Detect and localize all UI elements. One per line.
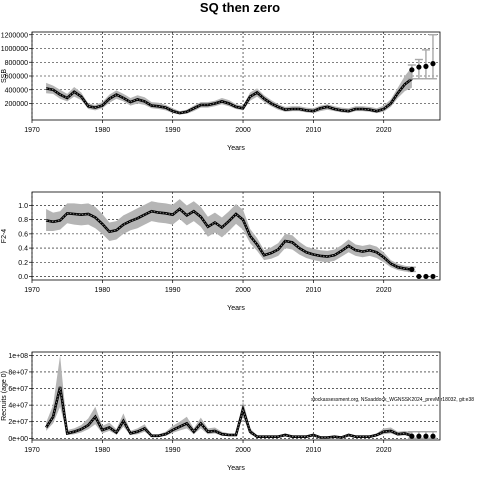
y-tick-label: 0.4	[18, 246, 28, 253]
figure-title: SQ then zero	[200, 0, 280, 15]
y-tick-label: 1.0	[18, 203, 28, 210]
plot-frame	[31, 191, 441, 281]
panel-fbar: 1970 1980 1990 2000 2010 2020 0.0 0.2 0.4 0.6 0.8 1…	[1, 191, 441, 312]
y-axis-label: Recruits (age 0)	[1, 371, 8, 421]
forecast-point	[416, 64, 422, 70]
plot-frame	[31, 351, 441, 441]
x-tick-label: 1980	[95, 447, 111, 454]
y-tick-label: 600000	[5, 74, 28, 81]
x-axis-label: Years	[227, 145, 245, 152]
estimate-line-dash	[45, 386, 413, 438]
x-tick-label: 1980	[95, 287, 111, 294]
y-tick-label: 0.0	[18, 274, 28, 281]
y-tick-label: 1200000	[1, 32, 28, 39]
forecast-point	[423, 433, 429, 439]
y-tick-label: 2e+07	[8, 419, 28, 426]
x-tick-label: 2020	[376, 447, 392, 454]
y-axis-label: F2-4	[1, 229, 8, 244]
x-tick-label: 2020	[376, 287, 392, 294]
x-axis-label: Years	[227, 305, 245, 312]
y-axis-label: SSB	[1, 69, 8, 83]
estimate-line	[45, 386, 413, 439]
x-tick-label: 2010	[306, 127, 322, 134]
x-tick-label: 1970	[24, 447, 40, 454]
y-tick-label: 400000	[5, 87, 28, 94]
y-tick-label: 0e+00	[8, 436, 28, 443]
forecast-point	[430, 433, 436, 439]
confidence-band	[46, 67, 412, 115]
forecast-point	[409, 266, 415, 272]
y-tick-label: 6e+07	[8, 386, 28, 393]
x-axis-label: Years	[227, 465, 245, 472]
y-tick-label: 800000	[5, 60, 28, 67]
forecast-point	[409, 67, 415, 73]
y-tick-label: 8e+07	[8, 369, 28, 376]
x-tick-label: 1990	[165, 127, 181, 134]
forecast-point	[423, 63, 429, 69]
y-tick-label: 200000	[5, 101, 28, 108]
estimate-line-dash	[46, 78, 413, 114]
x-tick-label: 2000	[235, 287, 251, 294]
forecast-point	[409, 433, 415, 439]
x-tick-label: 2010	[306, 287, 322, 294]
x-tick-label: 1970	[24, 287, 40, 294]
x-tick-label: 2010	[306, 447, 322, 454]
y-tick-label: 1000000	[1, 46, 28, 53]
panel-ssb: 1970 1980 1990 2000 2010 2020 200000 400000 6000…	[1, 31, 441, 152]
forecast-point	[430, 61, 436, 67]
x-tick-label: 1980	[95, 127, 111, 134]
x-tick-label: 2020	[376, 127, 392, 134]
panel-recruitment: 1970 1980 1990 2000 2010 2020 0e+00 2e+07 4e+07 6…	[1, 351, 441, 472]
forecast-point	[416, 433, 422, 439]
y-tick-label: 4e+07	[8, 403, 28, 410]
estimate-line-dash	[46, 208, 412, 270]
confidence-band	[46, 199, 412, 273]
x-tick-label: 1990	[165, 447, 181, 454]
y-tick-label: 0.8	[18, 217, 28, 224]
y-tick-label: 0.2	[18, 260, 28, 267]
x-tick-label: 2000	[235, 127, 251, 134]
source-annotation: stockassessment.org, NSsaddock_WGNSSK202…	[311, 397, 474, 403]
y-tick-label: 1e+08	[8, 353, 28, 360]
forecast-point	[416, 273, 422, 280]
x-tick-label: 1990	[165, 287, 181, 294]
x-tick-label: 1970	[24, 127, 40, 134]
x-tick-label: 2000	[235, 447, 251, 454]
forecast-point	[430, 273, 436, 280]
y-tick-label: 0.6	[18, 231, 28, 238]
forecast-point	[423, 273, 429, 280]
